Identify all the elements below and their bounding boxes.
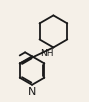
Text: N: N: [28, 87, 36, 97]
Text: NH: NH: [40, 49, 54, 58]
